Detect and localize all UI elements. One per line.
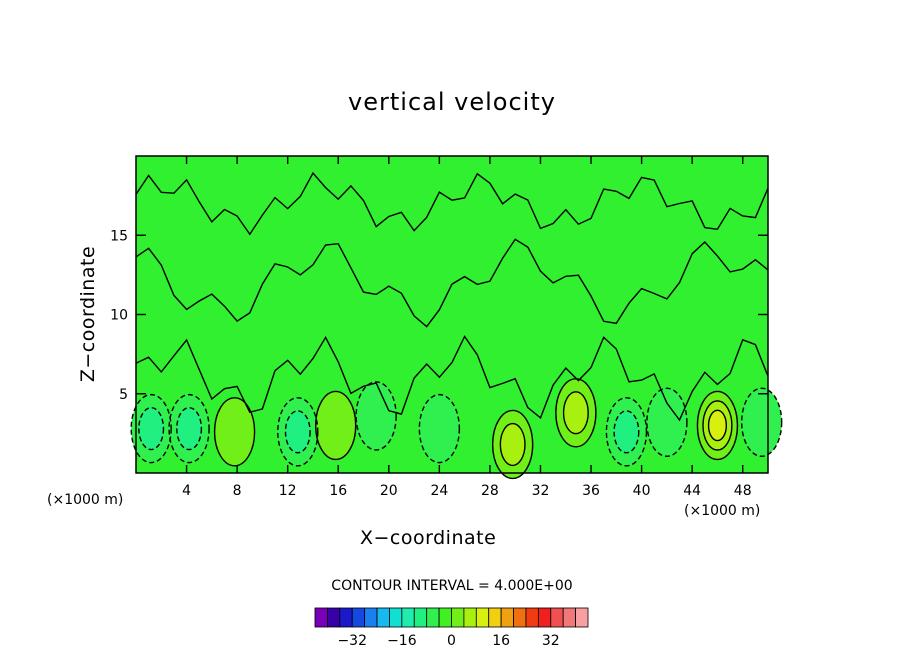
x-tick-label: 28 — [481, 483, 499, 499]
field-cell — [500, 423, 525, 466]
field-cell — [285, 410, 311, 453]
field-cell — [646, 388, 687, 457]
x-tick-label: 40 — [633, 483, 651, 499]
contour-ring — [562, 391, 589, 435]
y-tick-label: 15 — [110, 228, 128, 244]
colorbar-swatch — [537, 607, 552, 628]
colorbar-swatch — [438, 607, 452, 628]
colorbar-swatch — [575, 607, 589, 628]
contour-ring — [418, 393, 461, 464]
x-tick-label: 36 — [582, 483, 600, 499]
colorbar-swatch — [463, 607, 477, 628]
contour-ring — [130, 393, 172, 464]
field-cell — [176, 407, 202, 450]
contour-ring — [277, 397, 319, 467]
field-cell — [614, 410, 639, 453]
colorbar-tick-label: −16 — [387, 633, 417, 649]
colorbar-swatch — [525, 607, 539, 628]
field-cell — [138, 407, 164, 450]
contour-ring — [707, 409, 728, 442]
contour-ring — [499, 422, 526, 467]
colorbar-swatch — [389, 607, 403, 628]
field-cell — [563, 391, 589, 434]
colorbar-swatch — [364, 607, 378, 628]
contour-ring — [605, 397, 648, 467]
y-axis-ticks: 5 10 15 — [110, 228, 768, 403]
field-cell — [741, 388, 782, 457]
contour-ring — [702, 400, 733, 451]
x-tick-label: 4 — [182, 483, 191, 499]
x-tick-label: 8 — [233, 483, 242, 499]
zero-contour-low — [135, 335, 769, 422]
colorbar-swatch — [327, 607, 341, 628]
contour-ring — [284, 410, 311, 454]
field-cell — [214, 397, 255, 466]
x-tick-label: 24 — [430, 483, 448, 499]
contour-ring — [491, 409, 534, 480]
colorbar-swatch — [339, 607, 353, 628]
colorbar-tick-label: 16 — [492, 633, 510, 649]
x-tick-label: 48 — [734, 483, 752, 499]
colorbar-swatch — [513, 607, 527, 628]
x-tick-label: 16 — [329, 483, 347, 499]
colorbar: −32 −16 0 16 32 — [314, 607, 589, 649]
contour-ring — [168, 393, 210, 464]
x-tick-label: 44 — [683, 483, 701, 499]
zero-contour-high — [135, 171, 769, 236]
contour-ring — [696, 390, 739, 461]
colorbar-swatch — [314, 607, 328, 628]
colorbar-swatch — [401, 607, 415, 628]
x-tick-label: 32 — [532, 483, 550, 499]
x-axis-ticks: 4 8 12 16 20 24 28 32 36 40 44 48 — [182, 156, 752, 499]
y-axis-label: Z−coordinate — [77, 245, 99, 383]
contour-ring — [613, 410, 640, 454]
colorbar-swatch — [351, 607, 366, 628]
colorbar-swatch — [426, 607, 440, 628]
field-cell — [419, 394, 460, 463]
x-tick-label: 20 — [380, 483, 398, 499]
zero-contour-mid — [135, 238, 769, 328]
colorbar-tick-label: −32 — [337, 633, 367, 649]
y-tick-label: 5 — [119, 387, 128, 403]
contour-ring — [646, 387, 688, 457]
contour-ring — [315, 390, 357, 461]
colorbar-tick-label: 0 — [447, 633, 456, 649]
colorbar-swatch — [451, 607, 465, 628]
contour-ring — [176, 406, 203, 451]
x-axis-label: X−coordinate — [360, 527, 497, 549]
contour-lines — [130, 171, 783, 480]
field-cell — [315, 391, 356, 460]
field-cell — [356, 381, 397, 450]
colorbar-swatch — [500, 607, 514, 628]
colorbar-swatch — [562, 607, 576, 628]
x-unit-left: (×1000 m) — [47, 492, 124, 508]
colorbar-swatch — [550, 607, 564, 628]
x-tick-label: 12 — [279, 483, 297, 499]
colorbar-swatch — [413, 607, 428, 628]
colorbar-tick-label: 32 — [542, 633, 560, 649]
velocity-field — [131, 156, 782, 479]
chart-title: vertical velocity — [348, 88, 556, 116]
colorbar-swatch — [376, 607, 390, 628]
contour-ring — [740, 387, 783, 457]
y-tick-label: 10 — [110, 308, 128, 324]
field-cell — [708, 410, 727, 441]
contour-ring — [355, 381, 397, 451]
x-unit-right: (×1000 m) — [684, 503, 761, 519]
colorbar-swatch — [488, 607, 502, 628]
colorbar-swatch — [475, 607, 490, 628]
contour-ring — [138, 406, 165, 451]
contour-ring — [213, 397, 256, 467]
contour-interval-label: CONTOUR INTERVAL = 4.000E+00 — [331, 578, 573, 594]
